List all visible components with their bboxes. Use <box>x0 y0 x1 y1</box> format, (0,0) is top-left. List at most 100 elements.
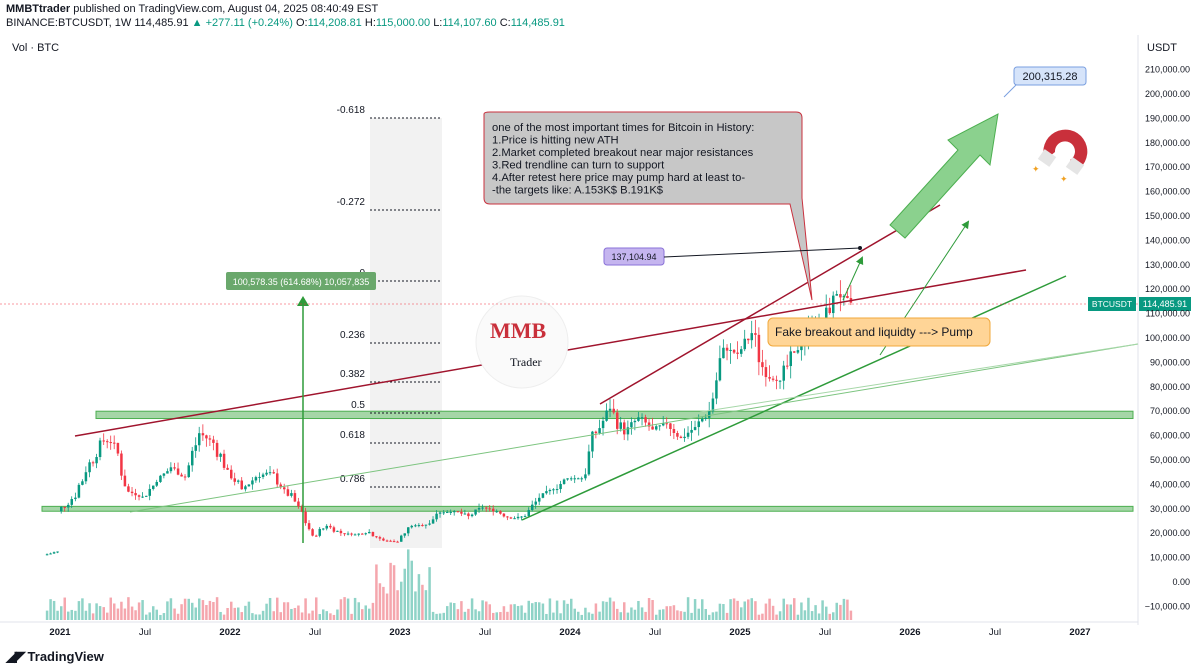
publisher-name[interactable]: MMBTtrader <box>6 3 71 15</box>
candle-body[interactable] <box>778 380 782 382</box>
candle-body[interactable] <box>237 480 240 482</box>
candle-body[interactable] <box>541 493 545 498</box>
candle-body[interactable] <box>435 513 438 520</box>
candle-body[interactable] <box>332 527 336 532</box>
candle-body[interactable] <box>169 467 173 472</box>
candle-body[interactable] <box>729 349 732 351</box>
candle-body[interactable] <box>506 516 509 518</box>
candle-body[interactable] <box>148 488 152 496</box>
candle-body[interactable] <box>463 513 467 515</box>
candle-body[interactable] <box>74 497 77 500</box>
candle-body[interactable] <box>102 440 106 442</box>
candle-body[interactable] <box>417 525 421 527</box>
candle-body[interactable] <box>400 535 403 542</box>
candle-body[interactable] <box>339 530 343 534</box>
candle-body[interactable] <box>644 417 647 423</box>
candle-body[interactable] <box>346 533 350 535</box>
tradingview-footer[interactable]: ◢◤ TradingView <box>6 648 104 665</box>
candle-body[interactable] <box>658 425 662 427</box>
candle-body[interactable] <box>155 481 159 486</box>
candle-body[interactable] <box>106 441 109 443</box>
candle-body[interactable] <box>127 486 130 492</box>
candle-body[interactable] <box>272 472 276 474</box>
candle-body[interactable] <box>481 507 484 509</box>
candle-body[interactable] <box>268 472 272 474</box>
volume-label[interactable]: Vol · BTC <box>12 42 60 54</box>
candle-body[interactable] <box>183 476 187 478</box>
candle-body[interactable] <box>488 508 492 510</box>
candle-body[interactable] <box>70 499 74 505</box>
candle-body[interactable] <box>222 453 226 468</box>
candle-body[interactable] <box>782 365 786 381</box>
candle-body[interactable] <box>396 541 399 543</box>
candle-body[interactable] <box>166 471 169 474</box>
candle-body[interactable] <box>191 450 194 466</box>
candle-body[interactable] <box>697 421 701 428</box>
candle-body[interactable] <box>56 551 59 553</box>
candle-body[interactable] <box>594 431 598 434</box>
candle-body[interactable] <box>424 524 428 526</box>
candle-body[interactable] <box>113 442 116 444</box>
candle-body[interactable] <box>520 516 523 518</box>
candle-body[interactable] <box>683 436 686 439</box>
candle-body[interactable] <box>470 514 474 517</box>
analysis-note-box[interactable] <box>483 111 813 301</box>
candle-body[interactable] <box>711 398 715 412</box>
candle-body[interactable] <box>198 433 201 446</box>
candle-body[interactable] <box>77 484 81 498</box>
candle-body[interactable] <box>276 473 279 485</box>
candle-body[interactable] <box>279 484 283 488</box>
candle-body[interactable] <box>662 423 665 426</box>
candle-body[interactable] <box>453 511 456 513</box>
candle-body[interactable] <box>665 423 669 425</box>
candle-body[interactable] <box>587 451 591 475</box>
candle-body[interactable] <box>212 439 215 443</box>
candle-body[interactable] <box>747 338 750 341</box>
candle-body[interactable] <box>605 410 608 421</box>
candle-body[interactable] <box>789 351 793 367</box>
candle-body[interactable] <box>230 469 233 479</box>
candle-body[interactable] <box>251 480 254 485</box>
candle-body[interactable] <box>378 537 382 539</box>
candle-body[interactable] <box>715 380 718 399</box>
candle-body[interactable] <box>800 344 803 351</box>
candle-body[interactable] <box>598 428 601 434</box>
candle-body[interactable] <box>545 491 548 494</box>
candle-body[interactable] <box>743 338 747 350</box>
candle-body[interactable] <box>414 525 417 527</box>
candle-body[interactable] <box>771 378 775 380</box>
candle-body[interactable] <box>485 507 488 509</box>
candle-body[interactable] <box>460 511 463 514</box>
candle-body[interactable] <box>676 432 679 437</box>
candle-body[interactable] <box>669 423 672 429</box>
candle-body[interactable] <box>84 472 88 482</box>
candle-body[interactable] <box>640 417 644 419</box>
candle-body[interactable] <box>361 533 364 535</box>
candle-body[interactable] <box>318 528 322 536</box>
candle-body[interactable] <box>442 512 446 514</box>
candle-body[interactable] <box>315 535 318 537</box>
candle-body[interactable] <box>364 533 368 535</box>
candle-body[interactable] <box>708 411 711 418</box>
candle-body[interactable] <box>180 474 183 477</box>
candle-body[interactable] <box>91 462 95 464</box>
candle-body[interactable] <box>371 531 375 537</box>
candle-body[interactable] <box>240 480 244 490</box>
candle-body[interactable] <box>757 334 761 363</box>
candle-body[interactable] <box>513 518 516 520</box>
candle-body[interactable] <box>329 525 332 528</box>
candle-body[interactable] <box>141 496 144 498</box>
candle-body[interactable] <box>502 513 506 517</box>
candle-body[interactable] <box>477 508 481 510</box>
candle-body[interactable] <box>162 473 166 476</box>
candle-body[interactable] <box>336 530 339 532</box>
candle-body[interactable] <box>566 478 569 480</box>
candle-body[interactable] <box>775 379 778 381</box>
candle-body[interactable] <box>651 426 654 430</box>
support-zone[interactable] <box>41 505 1134 512</box>
candle-body[interactable] <box>704 417 708 419</box>
candle-body[interactable] <box>145 495 148 497</box>
candle-body[interactable] <box>187 465 191 478</box>
candle-body[interactable] <box>577 478 580 480</box>
candle-body[interactable] <box>45 554 49 556</box>
